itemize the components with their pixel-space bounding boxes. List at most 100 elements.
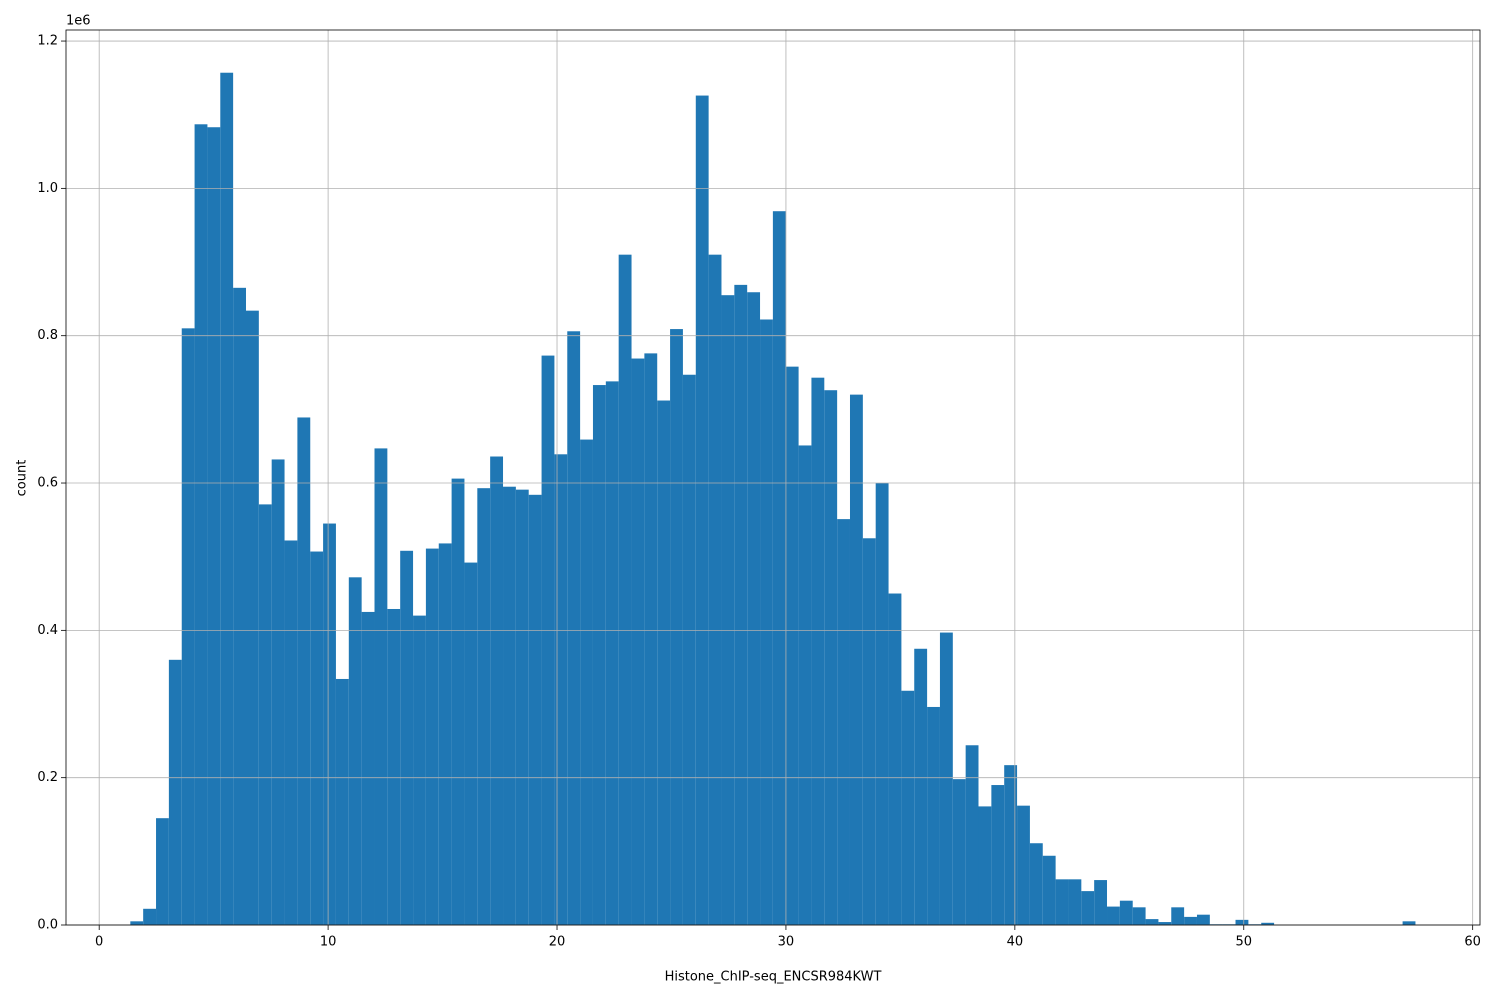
bar [618, 254, 632, 925]
bar [156, 818, 169, 925]
y-tick-label: 0.8 [37, 328, 58, 343]
bar [1107, 906, 1120, 925]
y-tick-label: 0.0 [37, 918, 58, 933]
bar [528, 494, 542, 925]
bar [1235, 919, 1249, 925]
bar [592, 385, 606, 926]
bar [1094, 880, 1108, 925]
bar [258, 504, 272, 925]
bar [1196, 914, 1210, 925]
bar [245, 310, 259, 926]
y-tick-label: 0.4 [37, 623, 58, 638]
bar [168, 659, 182, 925]
bar [1068, 879, 1082, 925]
bar [901, 690, 915, 925]
bar [323, 523, 336, 925]
bar [888, 593, 902, 925]
bar [425, 548, 439, 925]
bar [348, 577, 362, 925]
bar [567, 331, 581, 925]
y-axis-label: count [15, 460, 30, 497]
bar [811, 377, 825, 925]
bar [554, 454, 568, 925]
bar [207, 127, 221, 926]
bar [1184, 916, 1197, 925]
bar [1402, 921, 1416, 925]
bar [682, 374, 696, 926]
bar [824, 390, 838, 926]
bar [734, 284, 748, 925]
bar [721, 295, 735, 925]
bar [310, 551, 324, 925]
bar [438, 543, 452, 925]
bar [374, 448, 388, 925]
bar [515, 489, 529, 925]
axes-frame [65, 29, 1481, 926]
bar [477, 488, 491, 925]
bar [503, 486, 516, 925]
bar [991, 785, 1005, 925]
bar [284, 540, 298, 925]
bar [965, 745, 979, 925]
x-tick-label: 20 [549, 935, 566, 950]
bar [400, 550, 414, 925]
bar [1004, 765, 1018, 925]
x-tick-label: 40 [1007, 935, 1024, 950]
bar [541, 355, 555, 925]
bar [1042, 855, 1056, 925]
bar [143, 908, 157, 925]
bar [361, 611, 375, 925]
bar [708, 254, 722, 925]
bar [605, 381, 619, 925]
bar [849, 394, 863, 925]
y-tick-label: 1.2 [37, 34, 58, 49]
bar [1145, 919, 1159, 925]
bar [657, 400, 671, 925]
x-tick-label: 60 [1464, 935, 1481, 950]
bar [1055, 879, 1069, 925]
bar [580, 439, 593, 925]
bar [939, 632, 953, 925]
x-tick-label: 10 [320, 935, 337, 950]
bar [798, 445, 812, 925]
bar [1029, 843, 1043, 925]
bar [747, 292, 761, 926]
bar [670, 329, 683, 925]
bar [271, 459, 285, 925]
bar [927, 706, 940, 925]
bar [785, 366, 799, 926]
y-tick-label: 0.2 [37, 770, 58, 785]
y-offset-label: 1e6 [66, 14, 91, 29]
bar [220, 72, 234, 925]
y-tick-label: 1.0 [37, 181, 58, 196]
x-tick-label: 0 [95, 935, 103, 950]
bar [413, 615, 426, 925]
bar [695, 95, 709, 925]
bar [644, 353, 658, 925]
bar [631, 358, 645, 925]
x-tick-label: 50 [1235, 935, 1252, 950]
bar [978, 806, 992, 925]
x-axis-label: Histone_ChIP-seq_ENCSR984KWT [665, 970, 882, 985]
bar [1171, 907, 1185, 925]
bar [914, 648, 928, 925]
bar [490, 456, 504, 925]
bar [335, 678, 349, 925]
bar [1158, 922, 1172, 925]
bar [1081, 891, 1095, 925]
bar [772, 211, 786, 926]
bar [387, 608, 401, 925]
x-tick-label: 30 [778, 935, 795, 950]
bar [760, 319, 773, 925]
y-tick-label: 0.6 [37, 476, 58, 491]
bar [952, 779, 966, 925]
bar [451, 478, 465, 925]
bar [1132, 907, 1146, 925]
bar [130, 921, 144, 925]
bar [297, 417, 311, 925]
bar [464, 562, 478, 925]
bar [862, 538, 876, 925]
bar [181, 328, 195, 925]
bar [233, 287, 246, 925]
